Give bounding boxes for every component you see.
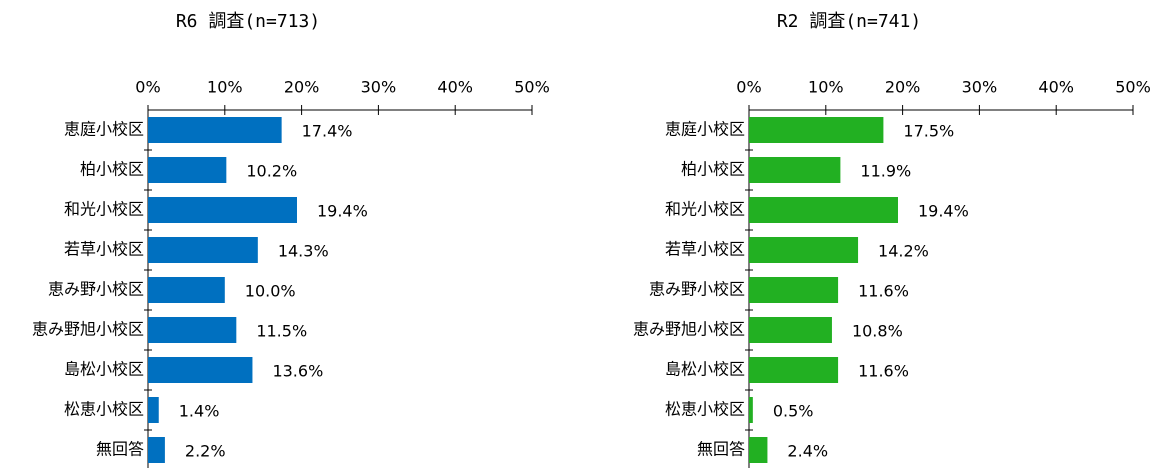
bar	[749, 277, 839, 303]
chart-title: R2 調査(n=741)	[777, 11, 921, 32]
category-label: 恵庭小校区	[665, 120, 745, 139]
category-label: 恵み野小校区	[649, 280, 745, 299]
x-tick-label: 40%	[1038, 78, 1074, 97]
x-tick-label: 30%	[361, 78, 397, 97]
x-tick-label: 20%	[284, 78, 320, 97]
value-label: 10.2%	[246, 162, 297, 181]
value-label: 14.3%	[278, 242, 329, 261]
bar	[148, 397, 159, 423]
category-label: 島松小校区	[665, 360, 745, 379]
value-label: 10.0%	[245, 282, 296, 301]
bar	[148, 237, 258, 263]
value-label: 13.6%	[272, 362, 323, 381]
category-label: 和光小校区	[665, 200, 745, 219]
value-label: 17.4%	[302, 122, 353, 141]
value-label: 19.4%	[918, 202, 969, 221]
bar	[148, 197, 297, 223]
bar	[148, 157, 227, 183]
value-label: 14.2%	[878, 242, 929, 261]
bar	[749, 437, 768, 463]
value-label: 17.5%	[903, 122, 954, 141]
category-label: 恵み野旭小校区	[633, 320, 745, 339]
value-label: 2.2%	[185, 442, 226, 461]
bar	[749, 197, 898, 223]
bar	[148, 117, 282, 143]
x-tick-label: 30%	[962, 78, 998, 97]
value-label: 1.4%	[179, 402, 220, 421]
category-label: 松恵小校区	[64, 400, 144, 419]
x-tick-label: 0%	[135, 78, 160, 97]
category-label: 松恵小校区	[665, 400, 745, 419]
bar	[148, 317, 237, 343]
x-tick-label: 50%	[1115, 78, 1151, 97]
x-tick-label: 10%	[207, 78, 243, 97]
bar	[749, 397, 753, 423]
category-label: 無回答	[697, 440, 745, 459]
bar	[148, 437, 165, 463]
x-tick-label: 20%	[885, 78, 921, 97]
bar	[749, 237, 859, 263]
category-label: 無回答	[96, 440, 144, 459]
bar	[749, 117, 884, 143]
bar	[749, 157, 841, 183]
category-label: 島松小校区	[64, 360, 144, 379]
x-tick-label: 40%	[437, 78, 473, 97]
value-label: 11.6%	[858, 282, 909, 301]
category-label: 若草小校区	[64, 240, 144, 259]
value-label: 11.9%	[860, 162, 911, 181]
bar	[148, 357, 253, 383]
category-label: 和光小校区	[64, 200, 144, 219]
x-tick-label: 10%	[808, 78, 844, 97]
category-label: 柏小校区	[80, 160, 144, 179]
value-label: 10.8%	[852, 322, 903, 341]
value-label: 2.4%	[787, 442, 828, 461]
value-label: 11.5%	[256, 322, 307, 341]
value-label: 19.4%	[317, 202, 368, 221]
category-label: 若草小校区	[665, 240, 745, 259]
x-tick-label: 50%	[514, 78, 550, 97]
bar	[148, 277, 225, 303]
x-tick-label: 0%	[736, 78, 761, 97]
category-label: 恵庭小校区	[64, 120, 144, 139]
bar	[749, 317, 832, 343]
bar	[749, 357, 839, 383]
category-label: 恵み野小校区	[48, 280, 144, 299]
chart-title: R6 調査(n=713)	[176, 11, 320, 32]
value-label: 11.6%	[858, 362, 909, 381]
value-label: 0.5%	[773, 402, 814, 421]
category-label: 柏小校区	[681, 160, 745, 179]
category-label: 恵み野旭小校区	[32, 320, 144, 339]
